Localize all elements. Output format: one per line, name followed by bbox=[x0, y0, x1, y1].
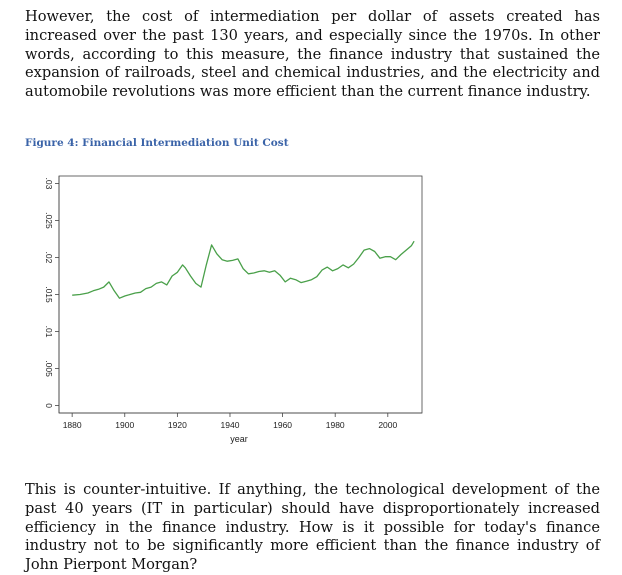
x-tick-label: 1900 bbox=[115, 420, 134, 430]
y-tick-group: 0 .005 .01 .015 .02 .025 .03 bbox=[44, 177, 59, 408]
x-tick-group: 1880 1900 1920 1940 1960 1980 2000 bbox=[63, 413, 398, 430]
y-tick-label: .005 bbox=[44, 360, 54, 377]
x-tick-label: 1920 bbox=[168, 420, 187, 430]
unit-cost-chart: 1880 1900 1920 1940 1960 1980 2000 0 .005 .01 .01… bbox=[44, 175, 423, 444]
plot-frame bbox=[58, 175, 423, 414]
unit-cost-line bbox=[72, 240, 415, 299]
x-tick-label: 1880 bbox=[63, 420, 82, 430]
x-tick-label: 1940 bbox=[221, 420, 240, 430]
y-tick-label: .025 bbox=[44, 212, 54, 229]
intro-paragraph: However, the cost of intermediation per … bbox=[25, 8, 600, 101]
y-tick-label: 0 bbox=[44, 403, 54, 408]
y-tick-label: .03 bbox=[44, 177, 54, 189]
y-tick-label: .01 bbox=[44, 326, 54, 338]
x-tick-label: 1980 bbox=[326, 420, 345, 430]
x-tick-label: 1960 bbox=[273, 420, 292, 430]
y-tick-label: .02 bbox=[44, 252, 54, 264]
conclusion-paragraph: This is counter-intuitive. If anything, … bbox=[25, 481, 600, 574]
y-tick-label: .015 bbox=[44, 286, 54, 303]
x-tick-label: 2000 bbox=[378, 420, 397, 430]
x-axis-label: year bbox=[230, 434, 248, 444]
figure-caption: Figure 4: Financial Intermediation Unit … bbox=[25, 137, 289, 149]
